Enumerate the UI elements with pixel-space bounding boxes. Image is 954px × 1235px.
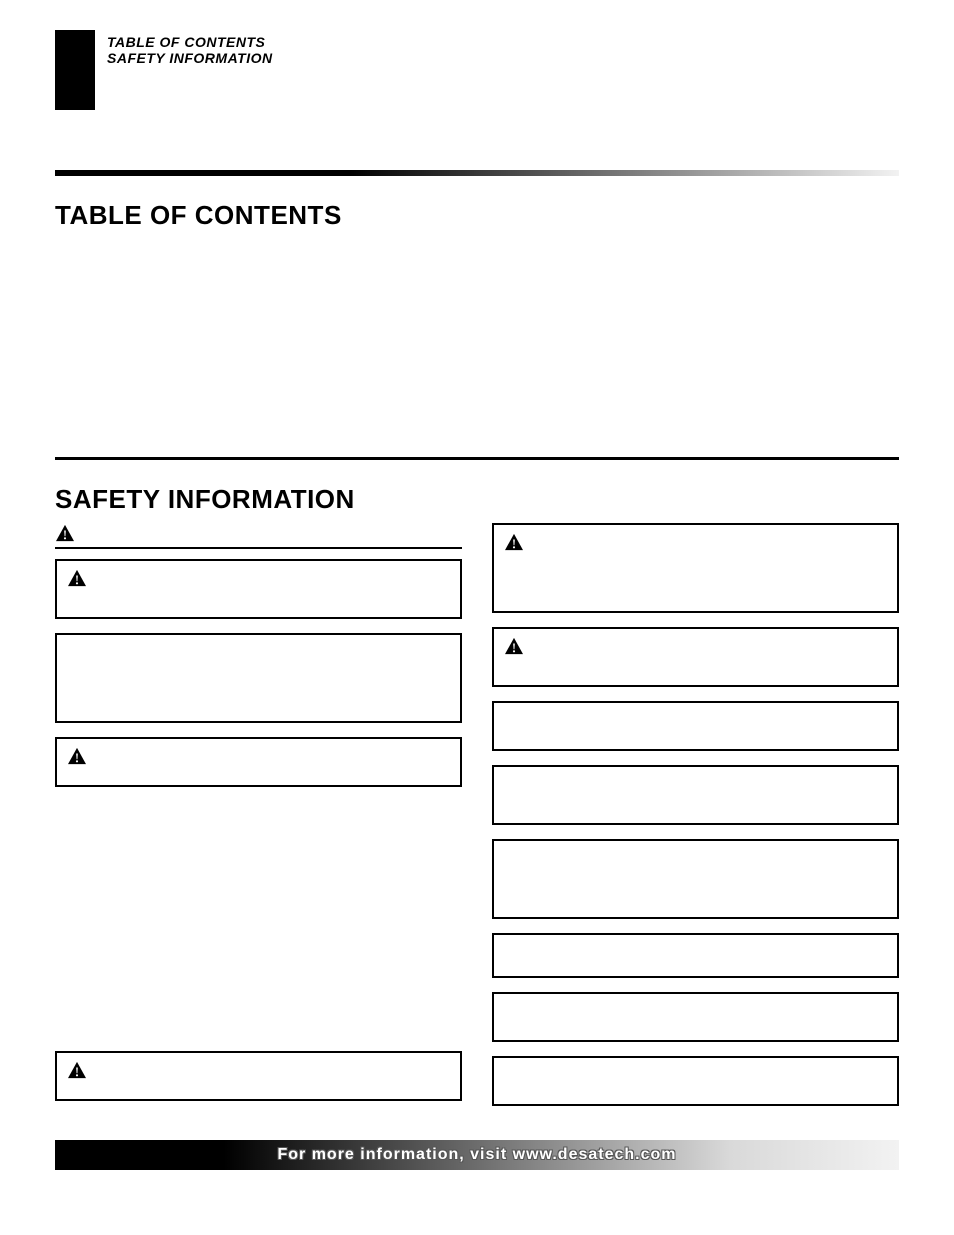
toc-heading: TABLE OF CONTENTS <box>55 200 899 231</box>
header-gradient-bar <box>55 170 899 176</box>
info-box <box>55 1051 462 1101</box>
header-title-1: TABLE OF CONTENTS <box>107 34 273 50</box>
info-box <box>492 992 899 1042</box>
info-box <box>492 839 899 919</box>
info-box <box>492 627 899 687</box>
warning-icon <box>67 569 87 587</box>
warning-icon <box>504 533 524 551</box>
right-column <box>492 523 899 1120</box>
footer-bar: For more information, visit www.desatech… <box>55 1140 899 1170</box>
info-box <box>55 559 462 619</box>
section-separator <box>55 457 899 460</box>
info-box <box>492 701 899 751</box>
info-box <box>492 765 899 825</box>
header-title-2: SAFETY INFORMATION <box>107 50 273 66</box>
safety-columns <box>55 523 899 1120</box>
info-box <box>492 1056 899 1106</box>
warning-icon <box>55 524 75 542</box>
toc-body <box>55 239 899 439</box>
left-top-warning-row <box>55 523 462 543</box>
warning-icon <box>67 1061 87 1079</box>
footer-text: For more information, visit www.desatech… <box>277 1146 676 1164</box>
warning-icon <box>67 747 87 765</box>
info-box <box>55 737 462 787</box>
info-box <box>55 633 462 723</box>
header-titles: TABLE OF CONTENTS SAFETY INFORMATION <box>107 30 273 66</box>
page-container: TABLE OF CONTENTS SAFETY INFORMATION TAB… <box>0 0 954 1170</box>
left-spacer <box>55 801 462 1051</box>
left-top-underline <box>55 547 462 549</box>
page-header: TABLE OF CONTENTS SAFETY INFORMATION <box>55 30 899 110</box>
warning-icon <box>504 637 524 655</box>
safety-heading: SAFETY INFORMATION <box>55 484 899 515</box>
info-box <box>492 933 899 978</box>
header-black-box <box>55 30 95 110</box>
info-box <box>492 523 899 613</box>
left-column <box>55 523 462 1120</box>
